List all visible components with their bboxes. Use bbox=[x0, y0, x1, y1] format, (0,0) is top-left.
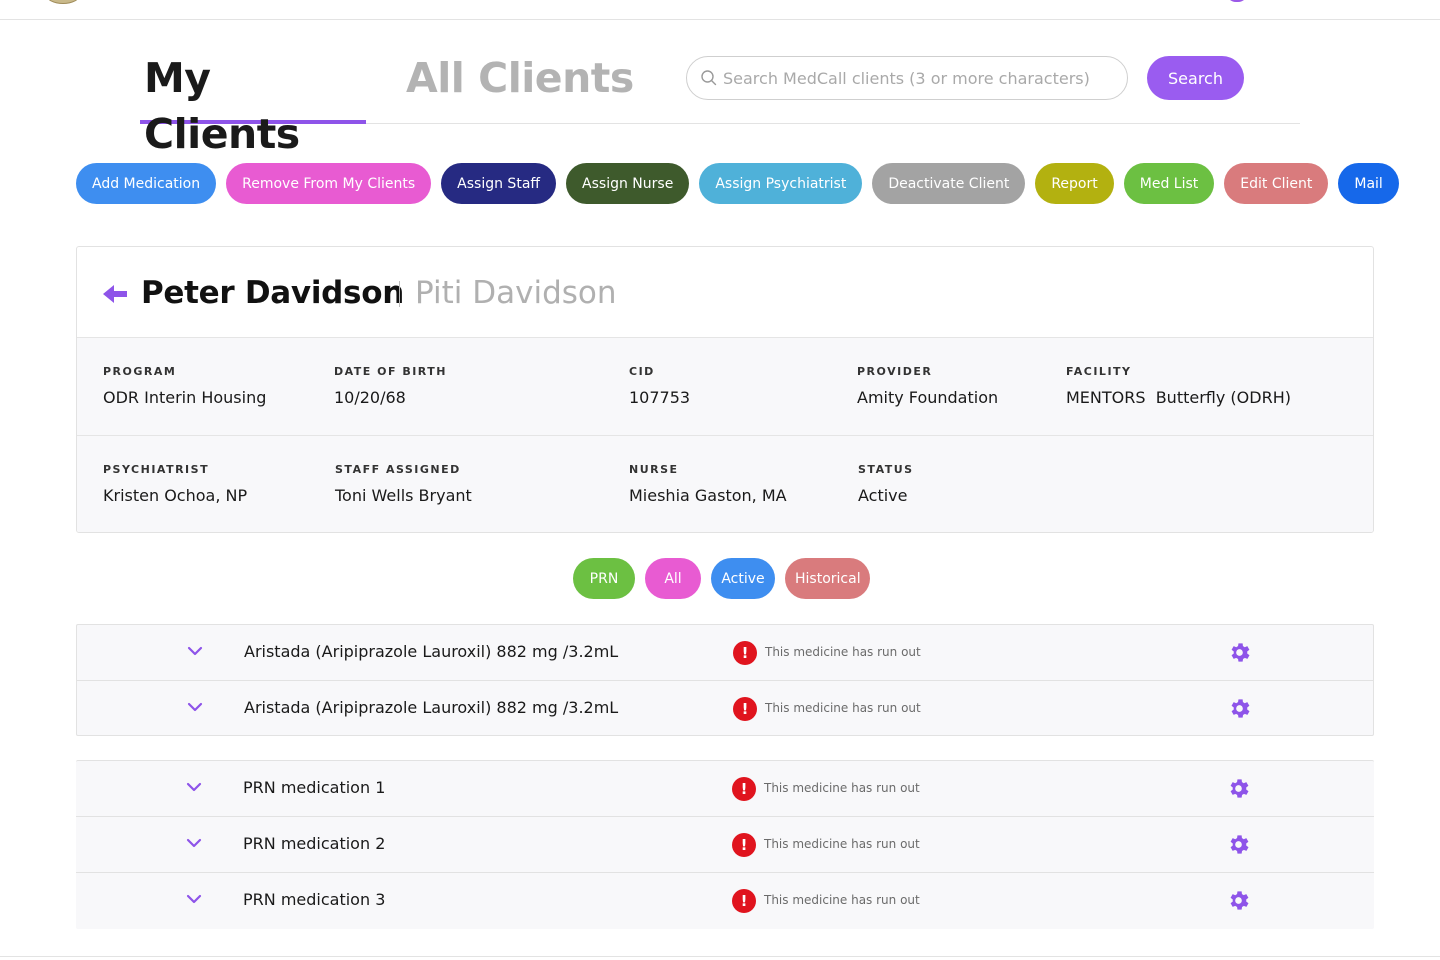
app-logo[interactable] bbox=[46, 0, 80, 4]
client-info-card: Peter Davidson Piti Davidson PROGRAM ODR… bbox=[76, 246, 1374, 533]
psychiatrist-value: Kristen Ochoa, NP bbox=[103, 486, 248, 505]
medication-warning: This medicine has run out bbox=[765, 701, 921, 715]
cid-value: 107753 bbox=[629, 388, 691, 407]
client-info-row-1: PROGRAM ODR Interin Housing DATE OF BIRT… bbox=[77, 338, 1373, 436]
medication-warning: This medicine has run out bbox=[764, 837, 920, 851]
psychiatrist-label: PSYCHIATRIST bbox=[103, 463, 210, 476]
assign-nurse-button[interactable]: Assign Nurse bbox=[566, 163, 690, 204]
dob-label: DATE OF BIRTH bbox=[334, 365, 447, 378]
prn-medication-row[interactable]: PRN medication 3 ! This medicine has run… bbox=[76, 873, 1374, 929]
gear-icon[interactable] bbox=[1226, 776, 1251, 801]
chevron-down-icon[interactable] bbox=[186, 781, 202, 793]
client-alias: Piti Davidson bbox=[415, 275, 617, 311]
status-label: STATUS bbox=[858, 463, 914, 476]
add-medication-button[interactable]: Add Medication bbox=[76, 163, 217, 204]
back-arrow-icon[interactable] bbox=[103, 284, 127, 304]
dob-value: 10/20/68 bbox=[334, 388, 406, 407]
psychiatrist-field: PSYCHIATRIST Kristen Ochoa, NP bbox=[103, 463, 247, 505]
tab-all-clients[interactable]: All Clients bbox=[406, 54, 634, 102]
gear-icon[interactable] bbox=[1226, 832, 1251, 857]
gear-icon[interactable] bbox=[1227, 696, 1252, 721]
chevron-down-icon[interactable] bbox=[187, 645, 203, 657]
chevron-down-icon[interactable] bbox=[187, 701, 203, 713]
user-avatar[interactable] bbox=[1226, 0, 1248, 2]
medication-row[interactable]: Aristada (Aripiprazole Lauroxil) 882 mg … bbox=[77, 625, 1373, 681]
edit-client-button[interactable]: Edit Client bbox=[1224, 163, 1329, 204]
search-button[interactable]: Search bbox=[1147, 56, 1244, 100]
provider-value: Amity Foundation bbox=[857, 388, 999, 407]
staff-label: STAFF ASSIGNED bbox=[335, 463, 461, 476]
nurse-field: NURSE Mieshia Gaston, MA bbox=[629, 463, 787, 505]
filter-historical-button[interactable]: Historical bbox=[785, 558, 870, 599]
nurse-label: NURSE bbox=[629, 463, 679, 476]
medication-warning: This medicine has run out bbox=[764, 781, 920, 795]
medication-warning: This medicine has run out bbox=[764, 893, 920, 907]
med-list-button[interactable]: Med List bbox=[1123, 163, 1215, 204]
chevron-down-icon[interactable] bbox=[186, 837, 202, 849]
warning-icon: ! bbox=[733, 697, 757, 721]
medication-row[interactable]: Aristada (Aripiprazole Lauroxil) 882 mg … bbox=[77, 681, 1373, 737]
warning-icon: ! bbox=[732, 833, 756, 857]
tab-my-clients[interactable]: My Clients bbox=[140, 48, 366, 158]
chevron-down-icon[interactable] bbox=[186, 893, 202, 905]
nurse-value: Mieshia Gaston, MA bbox=[629, 486, 787, 505]
medication-name: Aristada (Aripiprazole Lauroxil) 882 mg … bbox=[244, 698, 619, 717]
medication-warning: This medicine has run out bbox=[765, 645, 921, 659]
facility-label: FACILITY bbox=[1066, 365, 1132, 378]
facility-field: FACILITY MENTORS Butterfly (ODRH) bbox=[1066, 365, 1291, 407]
dob-field: DATE OF BIRTH 10/20/68 bbox=[334, 365, 447, 407]
cid-label: CID bbox=[629, 365, 655, 378]
program-label: PROGRAM bbox=[103, 365, 177, 378]
status-field: STATUS Active bbox=[858, 463, 914, 505]
client-header: Peter Davidson Piti Davidson bbox=[77, 247, 1373, 338]
client-tabs: My Clients All Clients bbox=[140, 48, 1300, 158]
filter-all-button[interactable]: All bbox=[645, 558, 701, 599]
name-divider bbox=[399, 281, 400, 307]
warning-icon: ! bbox=[732, 777, 756, 801]
cid-field: CID 107753 bbox=[629, 365, 690, 407]
medication-name: Aristada (Aripiprazole Lauroxil) 882 mg … bbox=[244, 642, 619, 661]
assign-psychiatrist-button[interactable]: Assign Psychiatrist bbox=[699, 163, 863, 204]
prn-medication-row[interactable]: PRN medication 1 ! This medicine has run… bbox=[76, 761, 1374, 817]
prn-medication-list: PRN medication 1 ! This medicine has run… bbox=[76, 760, 1374, 929]
gear-icon[interactable] bbox=[1227, 640, 1252, 665]
warning-icon: ! bbox=[732, 889, 756, 913]
prn-medication-row[interactable]: PRN medication 2 ! This medicine has run… bbox=[76, 817, 1374, 873]
provider-field: PROVIDER Amity Foundation bbox=[857, 365, 998, 407]
gear-icon[interactable] bbox=[1226, 888, 1251, 913]
staff-field: STAFF ASSIGNED Toni Wells Bryant bbox=[335, 463, 472, 505]
report-button[interactable]: Report bbox=[1035, 163, 1114, 204]
mail-button[interactable]: Mail bbox=[1338, 163, 1399, 204]
program-value: ODR Interin Housing bbox=[103, 388, 267, 407]
client-name: Peter Davidson bbox=[141, 275, 404, 311]
remove-from-my-clients-button[interactable]: Remove From My Clients bbox=[226, 163, 432, 204]
warning-icon: ! bbox=[733, 641, 757, 665]
action-toolbar: Add Medication Remove From My Clients As… bbox=[76, 163, 1399, 204]
footer-divider bbox=[0, 956, 1440, 957]
medication-name: PRN medication 3 bbox=[243, 890, 386, 909]
program-field: PROGRAM ODR Interin Housing bbox=[103, 365, 266, 407]
search-input[interactable] bbox=[723, 57, 1119, 99]
filter-prn-button[interactable]: PRN bbox=[573, 558, 635, 599]
search-field bbox=[686, 56, 1128, 100]
filter-active-button[interactable]: Active bbox=[711, 558, 775, 599]
search-icon bbox=[701, 70, 717, 86]
medication-list: Aristada (Aripiprazole Lauroxil) 882 mg … bbox=[76, 624, 1374, 736]
status-value: Active bbox=[858, 486, 908, 505]
provider-label: PROVIDER bbox=[857, 365, 933, 378]
medication-name: PRN medication 2 bbox=[243, 834, 386, 853]
medication-name: PRN medication 1 bbox=[243, 778, 386, 797]
facility-value: MENTORS Butterfly (ODRH) bbox=[1066, 388, 1291, 407]
assign-staff-button[interactable]: Assign Staff bbox=[441, 163, 557, 204]
client-info-row-2: PSYCHIATRIST Kristen Ochoa, NP STAFF ASS… bbox=[77, 436, 1373, 532]
medication-filters: PRN All Active Historical bbox=[573, 558, 870, 599]
top-navbar bbox=[0, 0, 1440, 20]
staff-value: Toni Wells Bryant bbox=[335, 486, 472, 505]
deactivate-client-button[interactable]: Deactivate Client bbox=[872, 163, 1026, 204]
